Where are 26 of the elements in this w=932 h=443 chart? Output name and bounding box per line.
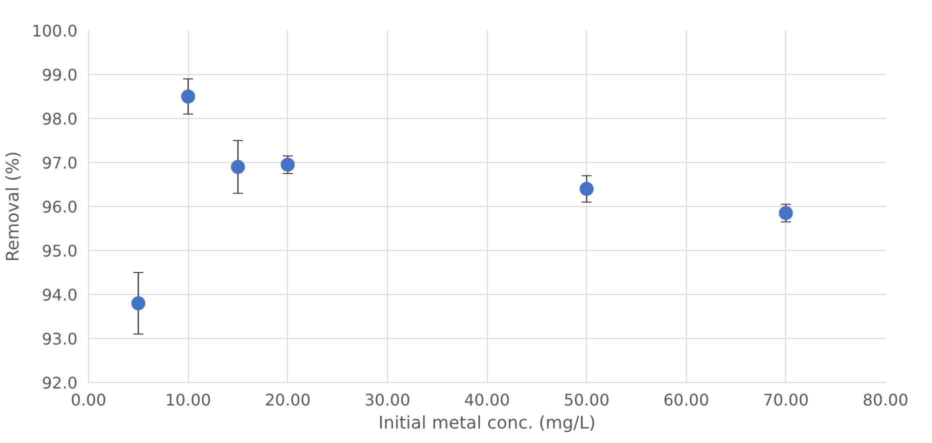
y-tick-label: 98.0 bbox=[42, 110, 78, 128]
y-tick-label: 93.0 bbox=[42, 330, 78, 348]
x-axis-title: Initial metal conc. (mg/L) bbox=[378, 414, 596, 434]
x-tick-label: 20.00 bbox=[264, 390, 311, 410]
y-tick-label: 97.0 bbox=[42, 154, 78, 172]
point bbox=[280, 158, 295, 172]
x-tick-label: 70.00 bbox=[762, 390, 809, 410]
y-tick-label: 100.0 bbox=[32, 22, 78, 40]
x-tick-label: 50.00 bbox=[564, 390, 610, 410]
y-tick-label: 95.0 bbox=[42, 242, 78, 260]
x-tick-label: 80.00 bbox=[862, 390, 908, 410]
y-tick-label: 92.0 bbox=[42, 374, 78, 392]
x-tick-label: 10.00 bbox=[165, 390, 212, 410]
point bbox=[230, 160, 245, 174]
point bbox=[778, 206, 793, 220]
x-tick-label: 60.00 bbox=[663, 390, 710, 410]
y-tick-label: 96.0 bbox=[42, 198, 78, 216]
x-tick-label: 0.00 bbox=[70, 390, 106, 410]
point bbox=[580, 182, 594, 196]
point bbox=[181, 90, 196, 104]
point bbox=[131, 296, 146, 310]
y-axis-title: Removal (%) bbox=[4, 151, 24, 262]
x-tick-label: 30.00 bbox=[364, 390, 410, 410]
y-tick-label: 99.0 bbox=[42, 66, 78, 84]
x-tick-label: 40.00 bbox=[464, 390, 510, 410]
y-tick-label: 94.0 bbox=[42, 286, 78, 304]
